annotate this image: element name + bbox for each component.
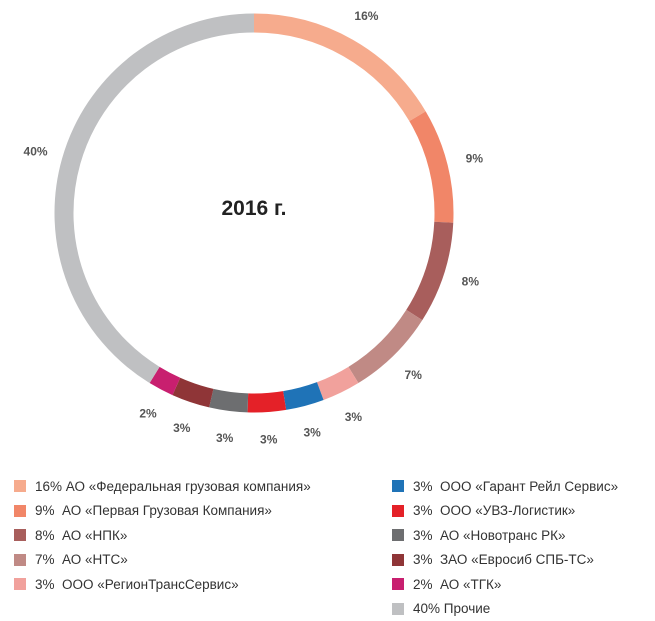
legend-label: АО «НТС» [62,552,128,567]
donut-chart: 16% 9% 8% 7% 3% 3% 3% 3% 3% 2% 40% 2016 г. [0,0,655,470]
legend-column-left: 16% АО «Федеральная грузовая компания» 9… [14,474,311,597]
legend-label: ООО «РегионТрансСервис» [62,577,239,592]
slice-label: 2% [139,407,157,421]
slice-label: 3% [216,431,234,445]
legend-item: 3% АО «Новотранс РК» [392,523,618,548]
slice-label: 16% [354,9,378,23]
donut-slice [285,391,321,400]
slice-label: 9% [466,151,484,165]
legend-label: Прочие [444,601,491,616]
legend-label: ООО «УВЗ-Логистик» [440,503,575,518]
slice-label: 3% [173,421,191,435]
legend-text: 8% [35,528,55,543]
donut-slice [414,222,443,315]
legend-text: 3% [413,552,433,567]
slice-label: 7% [405,368,423,382]
legend-item: 8% АО «НПК» [14,523,311,548]
legend-label: АО «Федеральная грузовая компания» [66,479,311,494]
legend-swatch [392,505,404,517]
legend-label: АО «Первая Грузовая Компания» [62,503,272,518]
legend-label: АО «Новотранс РК» [440,528,566,543]
legend-swatch [392,480,404,492]
legend-swatch [14,529,26,541]
legend-text: 3% [413,503,433,518]
legend-text: 3% [413,528,433,543]
legend-text: 3% [413,479,433,494]
legend-item: 3% ООО «РегионТрансСервис» [14,572,311,597]
donut-slice [320,375,353,391]
chart-title: 2016 г. [221,197,286,220]
legend-swatch [14,554,26,566]
legend-label: АО «НПК» [62,528,127,543]
legend-text: 9% [35,503,55,518]
legend-text: 3% [35,577,55,592]
legend-item: 2% АО «ТГК» [392,572,618,597]
legend-text: 7% [35,552,55,567]
slice-label: 3% [260,433,278,447]
slice-label: 8% [462,275,480,289]
legend-swatch [392,529,404,541]
donut-slice [418,116,444,222]
legend-item: 9% АО «Первая Грузовая Компания» [14,499,311,524]
legend-swatch [14,578,26,590]
legend-swatch [392,554,404,566]
slice-label: 3% [303,425,321,439]
donut-slice [211,398,248,403]
legend-swatch [392,603,404,615]
slice-label: 40% [24,144,48,158]
legend-item: 3% ООО «Гарант Рейл Сервис» [392,474,618,499]
legend-text: 16% [35,479,62,494]
slice-labels: 16% 9% 8% 7% 3% 3% 3% 3% 3% 2% 40% [24,9,484,447]
legend-text: 2% [413,577,433,592]
legend-column-right: 3% ООО «Гарант Рейл Сервис» 3% ООО «УВЗ-… [392,474,618,621]
legend-swatch [392,578,404,590]
legend-swatch [14,505,26,517]
legend-item: 3% ООО «УВЗ-Логистик» [392,499,618,524]
legend-label: ЗАО «Евросиб СПБ-ТС» [440,552,594,567]
legend-text: 40% [413,601,440,616]
donut-slice [176,386,211,398]
donut-slice [248,401,285,403]
slice-label: 3% [345,410,363,424]
legend-label: ООО «Гарант Рейл Сервис» [440,479,618,494]
legend-item: 3% ЗАО «Евросиб СПБ-ТС» [392,548,618,573]
legend-swatch [14,480,26,492]
donut-slice [155,375,177,386]
legend-label: АО «ТГК» [440,577,501,592]
legend-item: 40% Прочие [392,597,618,621]
donut-slice [353,315,414,375]
legend-item: 7% АО «НТС» [14,548,311,573]
donut-slice [254,23,418,116]
legend-item: 16% АО «Федеральная грузовая компания» [14,474,311,499]
